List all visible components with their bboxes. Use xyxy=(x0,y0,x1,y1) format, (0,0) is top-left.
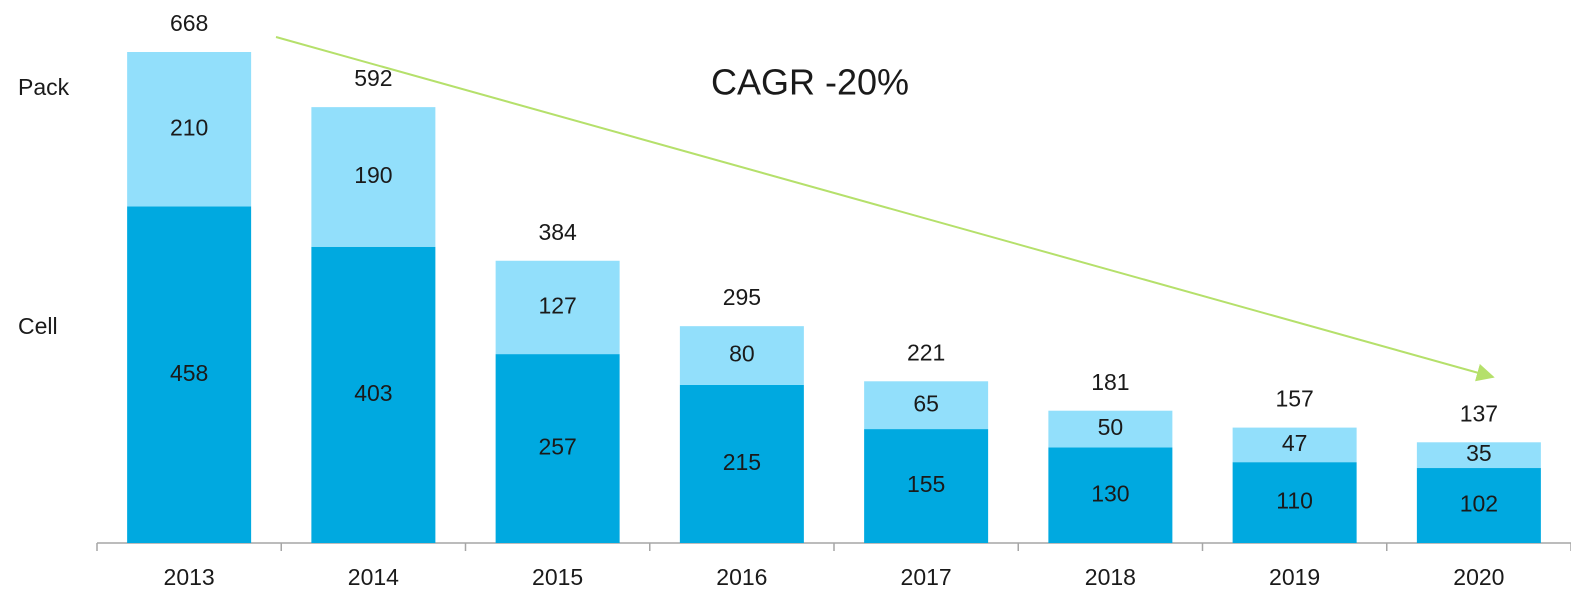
data-label: 190 xyxy=(354,162,392,188)
total-label: 157 xyxy=(1275,386,1313,412)
x-tick-label: 2016 xyxy=(716,564,767,590)
bar-segment xyxy=(864,381,989,430)
x-tick-label: 2018 xyxy=(1085,564,1136,590)
bar-segment xyxy=(127,52,252,207)
bar-segment xyxy=(679,326,804,385)
bar-segment xyxy=(864,429,989,543)
bar-segment xyxy=(1232,427,1357,463)
data-label: 130 xyxy=(1091,480,1129,506)
data-label: 50 xyxy=(1098,414,1124,440)
bar-segment xyxy=(311,107,436,247)
data-label: 110 xyxy=(1276,488,1313,514)
x-tick-label: 2014 xyxy=(348,564,399,590)
data-label: 155 xyxy=(907,471,945,497)
total-label: 181 xyxy=(1091,369,1129,395)
bar-segment xyxy=(1416,468,1541,543)
series-label: Pack xyxy=(18,74,70,100)
x-tick-label: 2020 xyxy=(1453,564,1504,590)
data-label: 65 xyxy=(913,390,939,416)
x-tick-label: 2017 xyxy=(901,564,952,590)
data-label: 47 xyxy=(1282,430,1308,456)
data-label: 210 xyxy=(170,114,208,140)
data-label: 257 xyxy=(538,434,576,460)
bar-segment xyxy=(679,384,804,543)
bar-segment xyxy=(495,354,620,543)
total-label: 295 xyxy=(723,284,761,310)
bar-segment xyxy=(495,260,620,355)
annotation: CAGR -20% xyxy=(711,62,909,103)
data-label: 102 xyxy=(1460,491,1498,517)
bar-segment xyxy=(1416,442,1541,469)
bar-segment xyxy=(1048,410,1173,448)
total-label: 384 xyxy=(538,219,577,245)
data-label: 215 xyxy=(723,449,761,475)
bar-segment xyxy=(1232,462,1357,543)
data-label: 127 xyxy=(538,293,576,319)
x-tick-label: 2013 xyxy=(164,564,215,590)
bar-segment xyxy=(1048,447,1173,543)
x-tick-label: 2019 xyxy=(1269,564,1320,590)
data-label: 403 xyxy=(354,380,392,406)
total-label: 668 xyxy=(170,10,208,36)
data-label: 458 xyxy=(170,360,208,386)
total-label: 137 xyxy=(1460,400,1498,426)
bar-segment xyxy=(311,246,436,543)
total-label: 592 xyxy=(354,65,392,91)
trend-arrow xyxy=(275,36,1495,382)
total-label: 221 xyxy=(907,339,945,365)
data-label: 35 xyxy=(1466,440,1492,466)
data-label: 80 xyxy=(729,341,755,367)
bar-segment xyxy=(127,206,252,543)
series-label: Cell xyxy=(18,313,58,339)
x-tick-label: 2015 xyxy=(532,564,583,590)
